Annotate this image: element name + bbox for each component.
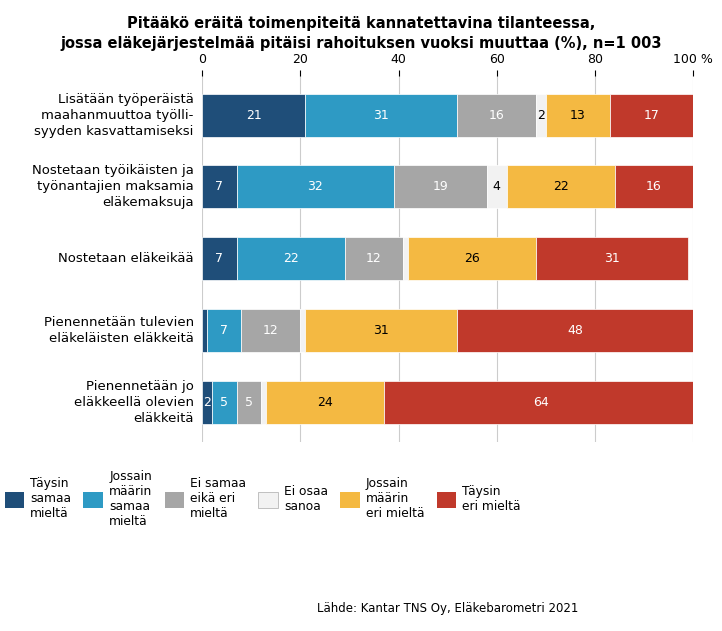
Bar	[458, 93, 536, 137]
Bar	[404, 237, 409, 280]
Text: Lähde: Kantar TNS Oy, Eläkebarometri 2021: Lähde: Kantar TNS Oy, Eläkebarometri 202…	[317, 602, 578, 615]
Text: 22: 22	[282, 252, 298, 265]
Text: 2: 2	[537, 109, 545, 122]
Text: 26: 26	[464, 252, 480, 265]
Legend: Täysin
samaa
mieltä, Jossain
määrin
samaa
mieltä, Ei samaa
eikä eri
mieltä, Ei o: Täysin samaa mieltä, Jossain määrin sama…	[4, 469, 521, 528]
Text: 12: 12	[263, 324, 279, 337]
Text: 7: 7	[215, 252, 223, 265]
Bar	[305, 93, 458, 137]
Bar	[344, 237, 404, 280]
Bar	[393, 165, 487, 208]
Bar	[212, 380, 237, 424]
Bar	[305, 309, 458, 352]
Bar	[261, 380, 266, 424]
Text: 21: 21	[245, 109, 261, 122]
Text: 31: 31	[373, 109, 389, 122]
Bar	[202, 93, 305, 137]
Bar	[300, 309, 305, 352]
Text: 5: 5	[245, 396, 253, 409]
Text: 7: 7	[220, 324, 228, 337]
Text: 7: 7	[215, 180, 223, 194]
Bar	[237, 380, 261, 424]
Bar	[536, 93, 546, 137]
Bar	[266, 380, 384, 424]
Bar	[202, 165, 237, 208]
Bar	[487, 165, 507, 208]
Text: 19: 19	[432, 180, 448, 194]
Bar	[202, 380, 212, 424]
Text: 2: 2	[203, 396, 211, 409]
Bar	[458, 309, 693, 352]
Bar	[202, 237, 237, 280]
Text: 4: 4	[493, 180, 500, 194]
Text: 31: 31	[604, 252, 620, 265]
Text: 13: 13	[570, 109, 586, 122]
Text: 48: 48	[567, 324, 583, 337]
Text: 64: 64	[533, 396, 549, 409]
Text: 16: 16	[489, 109, 505, 122]
Text: 24: 24	[317, 396, 333, 409]
Bar	[207, 309, 241, 352]
Text: 17: 17	[643, 109, 659, 122]
Bar	[507, 165, 614, 208]
Text: 31: 31	[373, 324, 389, 337]
Bar	[409, 237, 536, 280]
Text: 22: 22	[552, 180, 568, 194]
Text: Pitääkö eräitä toimenpiteitä kannatettavina tilanteessa,
jossa eläkejärjestelmää: Pitääkö eräitä toimenpiteitä kannatettav…	[60, 16, 662, 50]
Bar	[609, 93, 693, 137]
Bar	[237, 165, 393, 208]
Text: 16: 16	[646, 180, 662, 194]
Bar	[546, 93, 609, 137]
Text: 5: 5	[220, 396, 228, 409]
Bar	[202, 309, 207, 352]
Bar	[237, 237, 344, 280]
Text: 12: 12	[366, 252, 382, 265]
Bar	[536, 237, 688, 280]
Bar	[614, 165, 693, 208]
Text: 32: 32	[307, 180, 323, 194]
Bar	[384, 380, 698, 424]
Bar	[241, 309, 300, 352]
